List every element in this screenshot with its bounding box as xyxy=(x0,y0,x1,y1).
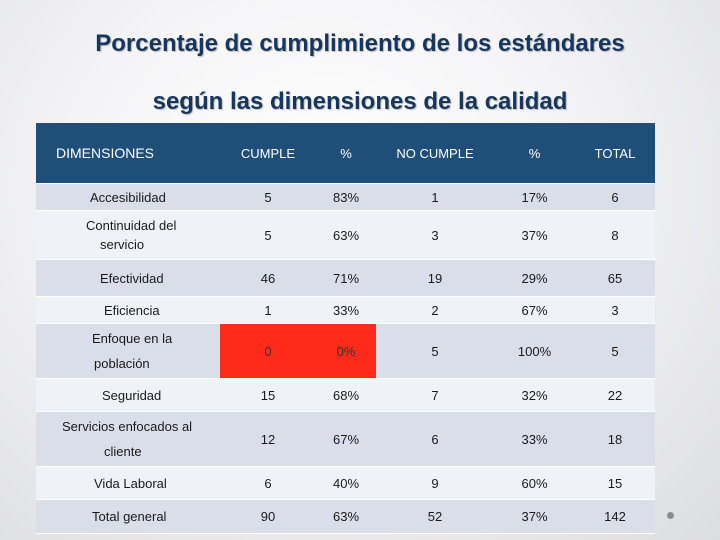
header-dimensiones: DIMENSIONES xyxy=(36,123,220,184)
table-row: Eficiencia 1 33% 2 67% 3 xyxy=(36,296,655,324)
row-cumple: 15 xyxy=(220,378,316,412)
row-dimension-line-1: Servicios enfocados al xyxy=(62,419,193,434)
row-total: 22 xyxy=(575,378,655,412)
row-total: 8 xyxy=(575,210,655,260)
row-dimension: Vida Laboral xyxy=(36,466,220,500)
row-no-cumple: 19 xyxy=(376,259,494,297)
row-pct-no-cumple: 60% xyxy=(494,466,575,500)
row-pct-cumple: 0% xyxy=(316,323,376,379)
row-dimension: Efectividad xyxy=(36,259,220,297)
row-dimension-line-1: Enfoque en la xyxy=(92,331,173,346)
table-row: Servicios enfocados al cliente 12 67% 6 … xyxy=(36,411,655,467)
row-no-cumple: 5 xyxy=(376,323,494,379)
row-total: 18 xyxy=(575,411,655,467)
header-total: TOTAL xyxy=(575,123,655,184)
row-pct-no-cumple: 29% xyxy=(494,259,575,297)
header-pct-no-cumple: % xyxy=(494,123,575,184)
row-pct-cumple: 71% xyxy=(316,259,376,297)
row-pct-no-cumple: 32% xyxy=(494,378,575,412)
row-no-cumple: 6 xyxy=(376,411,494,467)
row-no-cumple: 3 xyxy=(376,210,494,260)
row-pct-no-cumple: 33% xyxy=(494,411,575,467)
row-dimension-line-2: cliente xyxy=(104,444,142,459)
header-pct-cumple: % xyxy=(316,123,376,184)
row-pct-no-cumple: 17% xyxy=(494,183,575,211)
header-no-cumple: NO CUMPLE xyxy=(376,123,494,184)
header-cumple: CUMPLE xyxy=(220,123,316,184)
row-dimension-line-2: población xyxy=(94,356,150,371)
row-cumple: 0 xyxy=(220,323,316,379)
row-cumple: 6 xyxy=(220,466,316,500)
row-pct-cumple: 83% xyxy=(316,183,376,211)
table-row: Continuidad del servicio 5 63% 3 37% 8 xyxy=(36,210,655,260)
row-pct-no-cumple: 67% xyxy=(494,296,575,324)
row-total: 6 xyxy=(575,183,655,211)
row-pct-no-cumple: 100% xyxy=(494,323,575,379)
slide-title-line-1: Porcentaje de cumplimiento de los estánd… xyxy=(95,30,625,57)
row-pct-cumple: 33% xyxy=(316,296,376,324)
row-dimension: Servicios enfocados al cliente xyxy=(36,411,220,467)
row-pct-cumple: 68% xyxy=(316,378,376,412)
row-no-cumple: 52 xyxy=(376,499,494,534)
slide-title-line-2: según las dimensiones de la calidad xyxy=(152,88,568,115)
row-pct-cumple: 67% xyxy=(316,411,376,467)
slide-bullet-dot xyxy=(667,512,674,519)
row-cumple: 90 xyxy=(220,499,316,534)
row-no-cumple: 1 xyxy=(376,183,494,211)
table-row: Efectividad 46 71% 19 29% 65 xyxy=(36,259,655,297)
row-dimension: Seguridad xyxy=(36,378,220,412)
row-cumple: 5 xyxy=(220,183,316,211)
row-total: 65 xyxy=(575,259,655,297)
compliance-table: DIMENSIONES CUMPLE % NO CUMPLE % TOTAL A… xyxy=(36,123,655,534)
row-no-cumple: 2 xyxy=(376,296,494,324)
row-total: 142 xyxy=(575,499,655,534)
row-dimension: Accesibilidad xyxy=(36,183,220,211)
row-pct-cumple: 40% xyxy=(316,466,376,500)
table-header-row: DIMENSIONES CUMPLE % NO CUMPLE % TOTAL xyxy=(36,123,655,184)
row-dimension: Total general xyxy=(36,499,220,534)
table-row: Seguridad 15 68% 7 32% 22 xyxy=(36,378,655,412)
row-pct-no-cumple: 37% xyxy=(494,499,575,534)
row-cumple: 1 xyxy=(220,296,316,324)
row-cumple: 12 xyxy=(220,411,316,467)
table-row: Accesibilidad 5 83% 1 17% 6 xyxy=(36,183,655,211)
row-dimension-line-2: servicio xyxy=(100,237,145,252)
row-total: 15 xyxy=(575,466,655,500)
row-total: 5 xyxy=(575,323,655,379)
row-cumple: 5 xyxy=(220,210,316,260)
row-no-cumple: 7 xyxy=(376,378,494,412)
row-no-cumple: 9 xyxy=(376,466,494,500)
row-dimension: Continuidad del servicio xyxy=(36,210,220,260)
row-pct-no-cumple: 37% xyxy=(494,210,575,260)
row-dimension: Eficiencia xyxy=(36,296,220,324)
row-total: 3 xyxy=(575,296,655,324)
table-row: Vida Laboral 6 40% 9 60% 15 xyxy=(36,466,655,500)
row-dimension-line-1: Continuidad del xyxy=(86,218,177,233)
row-pct-cumple: 63% xyxy=(316,210,376,260)
table-row-total: Total general 90 63% 52 37% 142 xyxy=(36,499,655,534)
row-dimension: Enfoque en la población xyxy=(36,323,220,379)
row-cumple: 46 xyxy=(220,259,316,297)
table-row: Enfoque en la población 0 0% 5 100% 5 xyxy=(36,323,655,379)
row-pct-cumple: 63% xyxy=(316,499,376,534)
